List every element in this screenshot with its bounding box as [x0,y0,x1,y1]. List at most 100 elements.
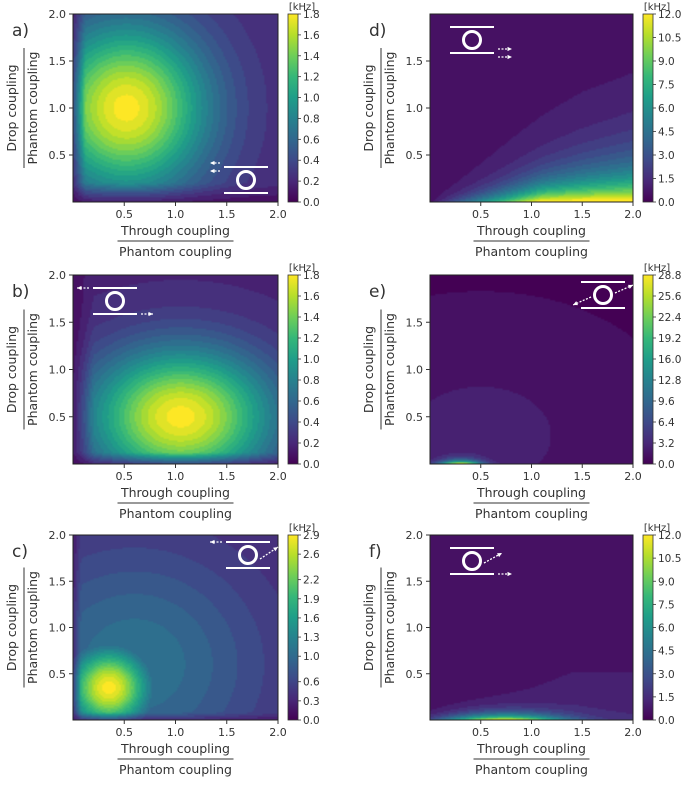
arrow-phantom-head [497,553,502,558]
colorbar-tick-label: 1.6 [303,291,320,303]
ring-resonator [236,170,256,190]
colorbar-tick-label: 22.4 [658,312,682,324]
colorbar [287,13,299,203]
colorbar-unit: [kHz] [289,2,315,13]
y-tick-label: 1.5 [406,316,424,329]
panel-c: 0.5 1.0 1.5 2.0 0.5 1.0 1.5 2.0 Through coupling… [4,523,320,777]
colorbar-unit: [kHz] [644,523,670,534]
y-axis-label-numerator: Drop coupling [4,64,19,151]
y-axis-label-denominator: Phantom coupling [25,52,40,165]
x-tick-label: 1.0 [523,726,541,739]
colorbar-tick-label: 9.6 [658,396,675,408]
x-tick-label: 1.0 [523,208,541,221]
x-axis-label-denominator: Phantom coupling [475,244,588,259]
colorbar-tick-label: 1.4 [303,312,320,324]
x-axis-label-numerator: Through coupling [120,223,230,238]
panel-label: e) [369,282,386,302]
colorbar [287,274,299,465]
y-tick-label: 1.0 [49,364,67,377]
colorbar-tick-label: 2.2 [303,575,320,587]
colorbar-tick-label: 0.0 [303,715,320,727]
y-tick-label: 1.5 [406,575,424,588]
colorbar-tick-label: 0.8 [303,375,320,387]
y-axis-label-denominator: Phantom coupling [25,313,40,426]
y-tick-label: 0.5 [406,149,424,162]
y-tick-label: 1.5 [49,316,67,329]
panel-label: d) [369,21,386,41]
arrow-through-1-head [507,46,512,52]
x-tick-label: 2.0 [624,726,642,739]
colorbar-tick-label: 10.5 [658,33,681,45]
colorbar [642,534,654,721]
arrow-drop-1-head [210,160,215,166]
arrow-drop-2-head [210,168,215,174]
y-axis-label-numerator: Drop coupling [4,326,19,413]
colorbar-tick-label: 1.9 [303,594,320,606]
colorbar-tick-label: 10.5 [658,553,681,565]
y-tick-label: 0.5 [406,668,424,681]
y-axis-label-numerator: Drop coupling [361,326,376,413]
colorbar-tick-label: 2.6 [303,549,320,561]
y-tick-label: 2.0 [49,269,67,282]
arrow-drop-head [210,539,215,545]
colorbar-tick-label: 0.8 [303,113,320,125]
panel-label: a) [12,21,29,41]
ring-resonator [462,551,482,571]
y-axis-label-denominator: Phantom coupling [382,571,397,684]
inset-ring-diagram [77,285,153,317]
colorbar-tick-label: 2.9 [303,530,320,542]
x-axis-label-numerator: Through coupling [120,485,230,500]
panel-label: b) [12,282,29,302]
ring-resonator [593,285,613,305]
arrow-phantom-left-head [573,301,578,306]
inset-ring-diagram [572,281,634,309]
arrow-drop-head [77,285,82,291]
x-tick-label: 0.5 [116,470,134,483]
colorbar-unit: [kHz] [644,2,670,13]
x-tick-label: 0.5 [116,726,134,739]
colorbar-tick-label: 0.6 [303,134,320,146]
colorbar-tick-label: 0.0 [658,715,675,727]
y-tick-label: 1.0 [406,102,424,115]
colorbar-tick-label: 1.5 [658,174,675,186]
y-tick-label: 2.0 [49,8,67,21]
y-tick-label: 1.0 [49,102,67,115]
arrow-through-2-head [507,54,512,60]
x-axis-label-denominator: Phantom coupling [119,506,232,521]
colorbar-tick-label: 3.0 [658,669,675,681]
colorbar-tick-label: 6.4 [658,417,675,429]
y-tick-label: 1.5 [406,55,424,68]
colorbar-tick-label: 1.8 [303,9,320,21]
y-axis-label-numerator: Drop coupling [4,584,19,671]
y-tick-label: 1.0 [49,622,67,635]
heatmap-image [73,535,278,720]
y-tick-label: 1.5 [49,55,67,68]
colorbar-tick-label: 3.0 [658,150,675,162]
x-tick-label: 1.0 [167,726,185,739]
colorbar-unit: [kHz] [289,523,315,534]
colorbar-tick-label: 12.8 [658,375,681,387]
x-tick-label: 0.5 [472,726,490,739]
x-tick-label: 0.5 [472,208,490,221]
colorbar-tick-label: 0.2 [303,176,320,188]
y-tick-label: 2.0 [49,529,67,542]
inset-ring-diagram [450,26,512,60]
x-axis-label-numerator: Through coupling [476,485,586,500]
x-tick-label: 1.0 [167,208,185,221]
colorbar-tick-label: 3.2 [658,438,675,450]
x-tick-label: 1.5 [574,470,592,483]
x-tick-label: 1.5 [218,726,236,739]
colorbar [642,13,654,203]
colorbar-tick-label: 0.6 [303,396,320,408]
y-axis-label-numerator: Drop coupling [361,64,376,151]
colorbar-tick-label: 1.6 [303,613,320,625]
colorbar [287,534,299,721]
x-axis-label-numerator: Through coupling [120,741,230,756]
panel-b: 0.5 1.0 1.5 2.0 0.5 1.0 1.5 2.0 Through coupling… [4,263,320,521]
colorbar-tick-label: 0.0 [658,459,675,471]
colorbar-tick-label: 1.6 [303,30,320,42]
colorbar-tick-label: 0.6 [303,677,320,689]
x-tick-label: 1.5 [218,470,236,483]
colorbar-tick-label: 1.0 [303,354,320,366]
y-axis-label-numerator: Drop coupling [361,584,376,671]
